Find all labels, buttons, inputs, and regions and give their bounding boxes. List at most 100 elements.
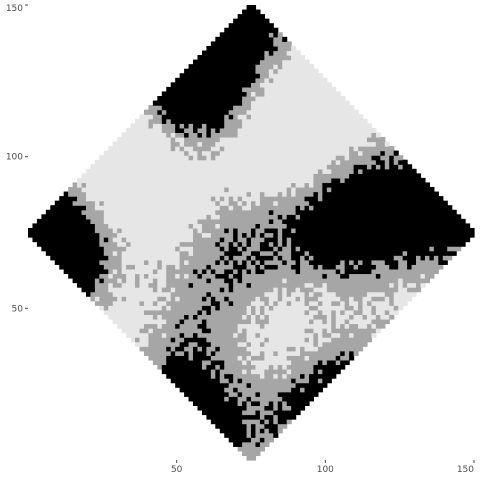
heatmap-cell [237,96,243,102]
heatmap-cell [228,223,234,229]
heatmap-cell [304,305,310,311]
heatmap-cell [215,369,221,375]
heatmap-cell [273,196,279,202]
heatmap-cell [175,350,181,356]
heatmap-cell [375,182,381,188]
heatmap-cell [139,241,145,247]
heatmap-cell [201,341,207,347]
heatmap-cell [63,241,69,247]
heatmap-cell [130,282,136,288]
heatmap-cell [117,150,123,156]
heatmap-cell [335,309,341,315]
heatmap-cell [264,300,270,306]
heatmap-cell [259,387,265,393]
heatmap-cell [170,177,176,184]
heatmap-cell [259,255,265,261]
heatmap-cell [389,255,395,261]
heatmap-cell [242,150,248,156]
heatmap-cell [393,155,399,161]
heatmap-cell [317,96,323,102]
heatmap-cell [126,264,132,270]
heatmap-cell [402,246,408,252]
heatmap-cell [157,191,163,197]
heatmap-cell [206,323,212,329]
heatmap-cell [340,209,346,215]
heatmap-cell [371,223,377,229]
heatmap-cell [210,45,216,52]
heatmap-cell [94,182,100,188]
heatmap-cell [277,364,283,370]
heatmap-cell [59,214,65,220]
heatmap-cell [259,205,265,211]
heatmap-cell [398,182,404,188]
heatmap-cell [161,155,167,161]
heatmap-cell [152,118,158,124]
heatmap-cell [259,187,265,193]
heatmap-cell [291,177,297,184]
heatmap-cell [273,291,279,297]
heatmap-cell [424,223,430,229]
heatmap-cell [175,168,181,174]
heatmap-cell [219,223,225,229]
heatmap-cell [259,332,265,338]
heatmap-cell [233,282,239,288]
heatmap-cell [402,223,408,229]
heatmap-cell [130,232,136,238]
heatmap-cell [304,105,310,111]
heatmap-cell [393,241,399,247]
heatmap-cell [224,255,230,261]
heatmap-cell [228,337,234,343]
heatmap-cell [72,264,78,270]
heatmap-cell [358,155,364,161]
heatmap-cell [233,387,239,393]
heatmap-cell [282,305,288,311]
heatmap-cell [157,346,163,352]
heatmap-cell [184,205,190,211]
heatmap-cell [94,291,100,297]
heatmap-cell [268,391,274,397]
heatmap-cell [197,214,203,220]
heatmap-cell [259,141,265,147]
heatmap-cell [228,259,234,265]
heatmap-cell [215,282,221,288]
heatmap-cell [210,364,216,370]
heatmap-cell [197,200,203,206]
heatmap-cell [322,100,328,106]
heatmap-cell [282,109,288,115]
heatmap-cell [358,282,364,288]
heatmap-cell [108,314,114,320]
heatmap-cell [179,146,185,152]
heatmap-cell [126,291,132,297]
heatmap-cell [152,346,158,352]
heatmap-cell [416,173,422,179]
heatmap-cell [326,273,332,279]
heatmap-cell [300,364,306,370]
heatmap-cell [157,218,163,224]
heatmap-cell [237,164,243,170]
heatmap-cell [277,332,283,338]
heatmap-cell [340,164,346,170]
heatmap-cell [282,246,288,252]
heatmap-cell [179,136,185,143]
heatmap-cell [188,155,194,161]
heatmap-cell [206,264,212,270]
heatmap-cell [130,337,136,343]
heatmap-cell [268,432,274,438]
heatmap-cell [251,373,257,379]
heatmap-cell [126,218,132,224]
heatmap-cell [268,328,274,334]
heatmap-cell [331,123,337,129]
heatmap-cell [291,346,297,352]
heatmap-cell [362,300,368,306]
heatmap-cell [344,187,350,193]
heatmap-cell [277,350,283,356]
heatmap-cell [175,332,181,338]
heatmap-cell [380,232,386,238]
heatmap-cell [152,177,158,184]
heatmap-cell [322,196,328,202]
heatmap-cell [72,273,78,279]
heatmap-cell [273,305,279,311]
heatmap-cell [362,173,368,179]
heatmap-cell [188,232,194,238]
heatmap-cell [161,164,167,170]
